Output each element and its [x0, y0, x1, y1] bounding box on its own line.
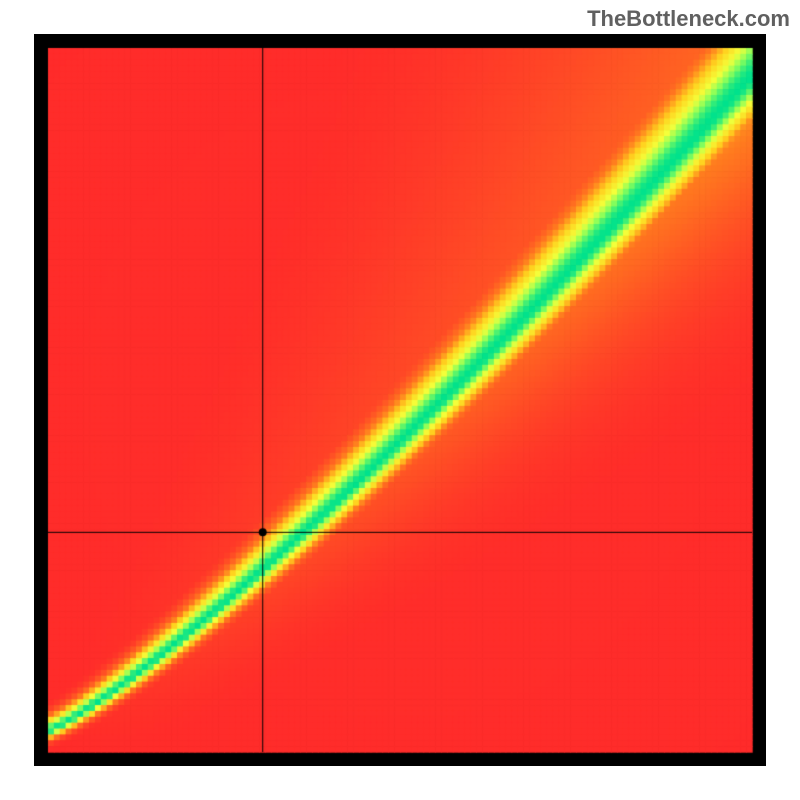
bottleneck-heatmap: [34, 34, 766, 766]
watermark-text: TheBottleneck.com: [587, 6, 790, 32]
heatmap-canvas: [34, 34, 766, 766]
